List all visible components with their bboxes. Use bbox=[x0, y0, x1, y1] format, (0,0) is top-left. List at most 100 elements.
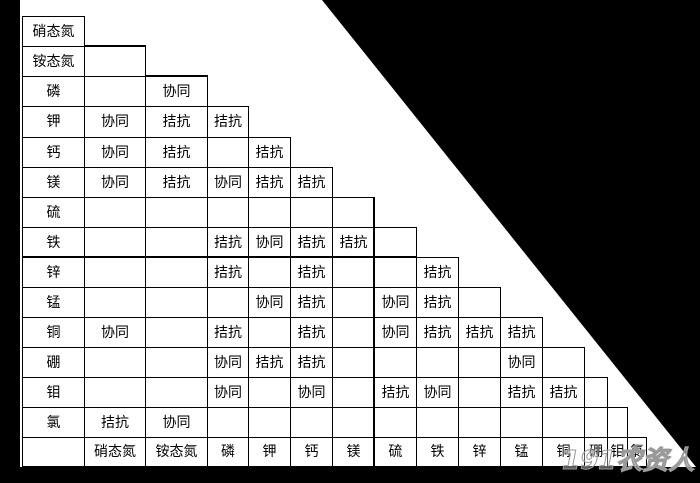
interaction-cell: 拮抗 bbox=[248, 347, 291, 378]
column-label: 锰 bbox=[500, 437, 543, 467]
interaction-cell bbox=[248, 377, 291, 408]
interaction-cell: 拮抗 bbox=[458, 317, 501, 348]
row-label: 硼 bbox=[22, 347, 85, 378]
interaction-cell bbox=[374, 347, 417, 378]
interaction-cell bbox=[248, 197, 291, 228]
interaction-cell bbox=[332, 347, 375, 378]
column-label: 铵态氮 bbox=[145, 437, 208, 467]
row-label: 铜 bbox=[22, 317, 85, 348]
column-label: 锌 bbox=[458, 437, 501, 467]
interaction-cell bbox=[584, 407, 608, 438]
interaction-cell: 拮抗 bbox=[290, 227, 333, 258]
interaction-cell: 拮抗 bbox=[207, 317, 249, 348]
interaction-cell: 拮抗 bbox=[416, 257, 459, 288]
interaction-cell bbox=[332, 407, 375, 438]
interaction-cell: 拮抗 bbox=[145, 137, 208, 168]
interaction-cell: 拮抗 bbox=[500, 377, 543, 408]
interaction-cell: 协同 bbox=[248, 227, 291, 258]
left-black-strip bbox=[0, 0, 20, 483]
row-label: 镁 bbox=[22, 167, 85, 198]
interaction-cell: 协同 bbox=[145, 407, 208, 438]
interaction-cell bbox=[84, 76, 146, 107]
interaction-cell: 协同 bbox=[290, 377, 333, 408]
interaction-cell bbox=[290, 197, 333, 228]
row-label: 锌 bbox=[22, 257, 85, 288]
interaction-cell: 拮抗 bbox=[416, 317, 459, 348]
interaction-cell: 拮抗 bbox=[416, 287, 459, 318]
column-label: 铁 bbox=[416, 437, 459, 467]
interaction-cell bbox=[332, 377, 375, 408]
interaction-cell bbox=[84, 46, 146, 77]
interaction-cell: 拮抗 bbox=[207, 227, 249, 258]
interaction-cell bbox=[84, 257, 146, 288]
interaction-cell bbox=[542, 407, 585, 438]
row-label: 铵态氮 bbox=[22, 46, 85, 77]
bottom-black-strip bbox=[0, 467, 700, 483]
interaction-cell: 协同 bbox=[84, 167, 146, 198]
interaction-cell bbox=[607, 407, 628, 438]
interaction-cell bbox=[542, 347, 585, 378]
column-label: 硫 bbox=[374, 437, 417, 467]
interaction-cell bbox=[248, 407, 291, 438]
divider-line bbox=[84, 45, 146, 47]
interaction-cell: 拮抗 bbox=[207, 106, 249, 138]
interaction-cell bbox=[500, 407, 543, 438]
column-label: 氯 bbox=[627, 437, 647, 467]
watermark-text: 191农资人 bbox=[561, 446, 695, 477]
interaction-cell: 协同 bbox=[207, 347, 249, 378]
interaction-cell: 拮抗 bbox=[500, 317, 543, 348]
interaction-cell bbox=[145, 347, 208, 378]
interaction-cell bbox=[584, 377, 608, 408]
top-right-black-triangle bbox=[322, 0, 700, 472]
interaction-cell bbox=[207, 287, 249, 318]
interaction-cell: 协同 bbox=[145, 76, 208, 107]
interaction-cell: 协同 bbox=[84, 106, 146, 138]
interaction-cell: 拮抗 bbox=[207, 257, 249, 288]
interaction-cell bbox=[458, 377, 501, 408]
interaction-cell: 拮抗 bbox=[290, 167, 333, 198]
row-label: 钾 bbox=[22, 106, 85, 138]
corner-cell bbox=[22, 437, 85, 467]
interaction-cell bbox=[416, 347, 459, 378]
interaction-cell bbox=[458, 407, 501, 438]
interaction-cell bbox=[374, 227, 417, 258]
interaction-cell bbox=[207, 137, 249, 168]
interaction-cell: 拮抗 bbox=[248, 137, 291, 168]
interaction-cell: 拮抗 bbox=[84, 407, 146, 438]
row-label: 硫 bbox=[22, 197, 85, 228]
interaction-cell: 协同 bbox=[416, 377, 459, 408]
interaction-cell bbox=[290, 407, 333, 438]
interaction-cell bbox=[374, 257, 417, 288]
row-label: 磷 bbox=[22, 76, 85, 107]
divider-line bbox=[22, 256, 417, 258]
row-label: 硝态氮 bbox=[22, 16, 85, 47]
row-label: 锰 bbox=[22, 287, 85, 318]
interaction-cell bbox=[248, 317, 291, 348]
interaction-cell bbox=[84, 197, 146, 228]
interaction-cell bbox=[84, 377, 146, 408]
row-label: 钙 bbox=[22, 137, 85, 168]
interaction-cell: 拮抗 bbox=[145, 167, 208, 198]
interaction-cell bbox=[145, 227, 208, 258]
column-label: 钙 bbox=[290, 437, 333, 467]
interaction-cell bbox=[145, 287, 208, 318]
interaction-cell: 协同 bbox=[207, 167, 249, 198]
interaction-cell bbox=[84, 347, 146, 378]
interaction-cell bbox=[207, 197, 249, 228]
row-label: 氯 bbox=[22, 407, 85, 438]
interaction-cell: 拮抗 bbox=[374, 377, 417, 408]
interaction-cell: 拮抗 bbox=[248, 167, 291, 198]
interaction-cell bbox=[332, 287, 375, 318]
interaction-cell bbox=[332, 317, 375, 348]
interaction-cell: 协同 bbox=[84, 317, 146, 348]
interaction-cell bbox=[145, 257, 208, 288]
interaction-cell: 拮抗 bbox=[332, 227, 375, 258]
interaction-cell: 协同 bbox=[84, 137, 146, 168]
interaction-cell bbox=[458, 287, 501, 318]
interaction-cell bbox=[145, 377, 208, 408]
interaction-cell bbox=[145, 317, 208, 348]
column-label: 硝态氮 bbox=[84, 437, 146, 467]
column-label: 镁 bbox=[332, 437, 375, 467]
